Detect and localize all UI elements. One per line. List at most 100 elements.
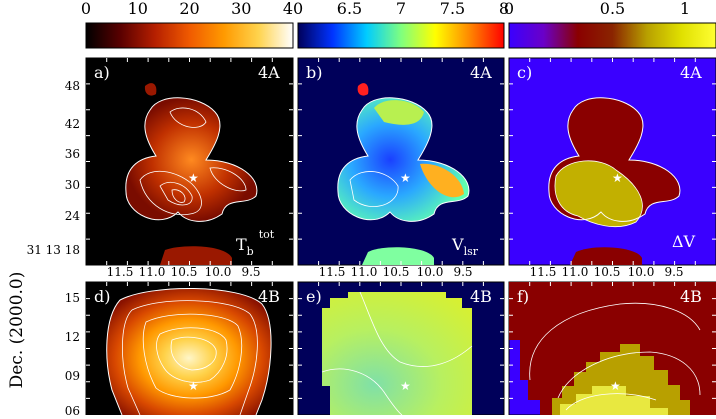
panel-e-region: 4B <box>470 287 492 306</box>
panel-c-letter: c) <box>517 63 532 82</box>
dec-tick-label-top: 31 13 18 <box>27 243 80 257</box>
panel-b-velocity-east <box>420 163 464 198</box>
ra-tick-label: 9.5 <box>453 265 472 279</box>
panel-b-contour-outer <box>337 97 470 222</box>
colorbar-deltav-gradient <box>508 22 716 49</box>
panel-d: ★ d) 4B <box>85 281 294 416</box>
panel-d-contour-1 <box>106 287 272 416</box>
colorbar-1-tick-label: 8 <box>499 0 509 18</box>
dec-tick-label-bottom: 06 <box>65 404 80 415</box>
panel-a-star: ★ <box>188 171 199 185</box>
ra-tick-label: 10.0 <box>205 265 232 279</box>
panel-d-emission <box>106 288 272 415</box>
panel-b-edge-spot <box>357 83 369 96</box>
panel-a-contour-outer <box>125 97 258 222</box>
panel-c-region: 4A <box>680 63 702 82</box>
dec-tick-label-top: 42 <box>65 117 80 131</box>
panel-a-emission-south <box>160 246 232 265</box>
panel-d-region: 4B <box>258 287 280 306</box>
panel-e-contour-2 <box>321 368 403 416</box>
panel-e-letter: e) <box>306 287 322 306</box>
panel-c-region-broad <box>554 160 643 227</box>
panel-d-star: ★ <box>188 379 199 393</box>
panel-c-contour-outer <box>548 97 681 222</box>
panel-a-region: 4A <box>258 63 280 82</box>
panel-f-region-peak <box>560 386 668 415</box>
dec-tick-label-top: 30 <box>65 178 80 192</box>
colorbar-2-tick-label: 0.5 <box>600 0 625 18</box>
ra-tick-label: 11.5 <box>319 265 346 279</box>
panel-f-letter: f) <box>517 287 529 306</box>
panel-a-contour-2 <box>139 170 202 216</box>
panel-a-letter: a) <box>94 63 110 82</box>
panel-d-contour-2 <box>122 300 258 416</box>
panel-d-contour-4 <box>156 327 228 383</box>
panel-a-contour-6 <box>209 167 247 192</box>
panel-a-contour-4 <box>171 189 186 203</box>
panel-e-star: ★ <box>400 379 411 393</box>
colorbar-1-tick-label: 7 <box>396 0 406 18</box>
ra-tick-label: 9.5 <box>664 265 683 279</box>
colorbar-vlsr <box>297 22 505 49</box>
colorbar-2-tick-label: 0 <box>504 0 514 18</box>
panel-d-contour-3 <box>142 313 243 399</box>
panel-a-emission-region <box>125 97 257 222</box>
panel-f: ★ f) 4B <box>508 281 716 416</box>
panel-a-emission <box>125 83 258 265</box>
panel-a-contour-3 <box>159 182 193 206</box>
panel-b-letter: b) <box>306 63 322 82</box>
ra-tick-label: 11.0 <box>562 265 589 279</box>
colorbar-deltav <box>508 22 716 49</box>
dec-tick-label-top: 36 <box>65 147 80 161</box>
panel-a-quantity-label: Tbtot <box>236 228 275 258</box>
panel-f-contour-2 <box>557 351 701 399</box>
panel-d-letter: d) <box>94 287 110 306</box>
panel-a-contour-5 <box>169 107 207 128</box>
dec-tick-label-bottom: 09 <box>65 369 80 383</box>
ra-tick-label: 11.5 <box>107 265 134 279</box>
panel-d-contour-5 <box>170 336 217 371</box>
panel-b-velocity-north <box>374 100 424 125</box>
colorbar-vlsr-gradient <box>297 22 505 49</box>
panel-f-star: ★ <box>610 379 621 393</box>
ra-tick-label: 9.5 <box>241 265 260 279</box>
ra-tick-label: 11.0 <box>139 265 166 279</box>
panel-b-region: 4A <box>470 63 492 82</box>
ra-tick-label: 10.0 <box>417 265 444 279</box>
dec-tick-label-bottom: 15 <box>65 291 80 305</box>
colorbar-2-tick-label: 1 <box>680 0 690 18</box>
panel-b-velocity-south <box>362 247 434 265</box>
panel-b-velocity-region <box>337 97 469 222</box>
ra-tick-label: 10.5 <box>171 265 198 279</box>
ra-tick-label: 11.5 <box>530 265 557 279</box>
colorbar-ticks: 0 10 20 30 40 6.5 7 7.5 80 0.5 1 <box>81 0 690 18</box>
dec-tick-label-top: 24 <box>65 209 81 223</box>
panel-b-contour-inner <box>349 171 399 207</box>
colorbar-1-tick-label: 6.5 <box>337 0 362 18</box>
panel-f-region: 4B <box>680 287 702 306</box>
panel-b-star: ★ <box>400 171 411 185</box>
panel-f-contour-3 <box>565 393 657 411</box>
colorbar-0-tick-label: 30 <box>231 0 251 18</box>
dec-tick-label-bottom: 12 <box>65 330 80 344</box>
panel-c-contour-inner <box>554 160 643 228</box>
colorbar-0-tick-label: 20 <box>179 0 199 18</box>
ra-tick-label: 10.0 <box>628 265 655 279</box>
panel-e: ★ e) 4B <box>297 281 505 416</box>
panel-a-emission-north <box>144 83 157 96</box>
panel-e-velocity <box>322 292 472 415</box>
panel-f-contour-1 <box>529 302 701 381</box>
colorbar-tint <box>85 22 294 49</box>
panel-b: ★ b) 4A Vlsr <box>297 57 505 266</box>
panel-c: ★ c) 4A ΔV <box>508 57 716 266</box>
panel-b-quantity-label: Vlsr <box>451 235 479 258</box>
colorbar-0-tick-label: 10 <box>128 0 148 18</box>
colorbar-tint-gradient <box>85 22 294 49</box>
dec-tick-label-top: 48 <box>65 79 80 93</box>
ra-tick-label: 11.0 <box>351 265 378 279</box>
ra-tick-label: 10.5 <box>383 265 410 279</box>
colorbar-0-tick-label: 0 <box>81 0 91 18</box>
panel-e-contour-1 <box>359 291 473 367</box>
